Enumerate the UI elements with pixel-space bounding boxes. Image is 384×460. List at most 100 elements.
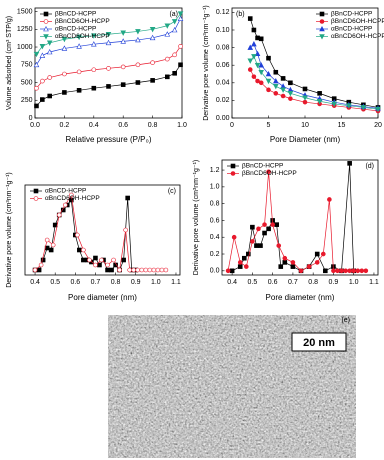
marker bbox=[276, 243, 282, 248]
marker bbox=[61, 45, 68, 51]
marker bbox=[288, 80, 293, 86]
marker bbox=[247, 16, 253, 21]
x-tick-label: 0.6 bbox=[70, 279, 80, 286]
marker bbox=[120, 64, 126, 70]
marker bbox=[139, 267, 145, 273]
y-tick-label: 0.12 bbox=[216, 9, 230, 16]
marker bbox=[298, 268, 304, 274]
x-tick-label: 1.0 bbox=[177, 122, 187, 129]
marker bbox=[280, 87, 286, 93]
marker bbox=[177, 15, 184, 21]
marker bbox=[273, 84, 279, 90]
marker bbox=[105, 262, 110, 268]
y-tick-label: 1.0 bbox=[210, 184, 220, 191]
x-tick-label: 0.8 bbox=[308, 279, 318, 286]
legend-label: αBnCD-HCPP bbox=[55, 26, 96, 33]
marker bbox=[62, 202, 68, 208]
x-tick-label: 0.0 bbox=[30, 122, 40, 129]
marker bbox=[123, 227, 128, 233]
marker bbox=[347, 161, 352, 166]
marker bbox=[91, 85, 97, 91]
marker bbox=[120, 82, 126, 87]
x-tick-label: 0.4 bbox=[89, 122, 99, 129]
marker bbox=[164, 31, 171, 37]
y-tick-label: 0.00 bbox=[216, 115, 230, 122]
y-tick-label: 0.8 bbox=[210, 200, 220, 207]
marker bbox=[150, 60, 155, 65]
marker bbox=[247, 44, 254, 50]
chart-panel: 0 5 10 15 20 0.00 0.02 0.04 0.06 0.08 0.10 0.12 Pore… bbox=[203, 5, 384, 144]
series-line bbox=[249, 55, 379, 110]
marker bbox=[335, 268, 340, 274]
marker bbox=[250, 224, 255, 230]
marker bbox=[120, 38, 126, 44]
marker bbox=[274, 222, 280, 227]
marker bbox=[159, 267, 165, 273]
x-tick-label: 20 bbox=[374, 122, 382, 129]
marker bbox=[319, 19, 325, 24]
marker bbox=[33, 51, 40, 58]
marker bbox=[306, 264, 312, 269]
x-tick-label: 0.6 bbox=[118, 122, 128, 129]
marker bbox=[317, 91, 322, 96]
marker bbox=[247, 58, 254, 64]
y-axis-title: Volume adsorbed (cm³ STP/g) bbox=[6, 16, 13, 110]
marker bbox=[241, 255, 247, 261]
marker bbox=[177, 11, 184, 17]
marker bbox=[56, 212, 62, 218]
marker bbox=[48, 247, 54, 253]
panel-label: (b) bbox=[236, 11, 245, 18]
marker bbox=[331, 268, 336, 274]
legend-label: βBnCD-HCPP bbox=[242, 163, 283, 170]
x-axis-title: Pore diameter (nm) bbox=[68, 293, 137, 302]
marker bbox=[33, 196, 39, 201]
legend-label: βBnCD6OH-HCPP bbox=[331, 18, 384, 25]
marker bbox=[266, 55, 271, 61]
x-tick-label: 0.6 bbox=[268, 279, 278, 286]
marker bbox=[50, 242, 56, 248]
marker bbox=[135, 29, 141, 35]
legend-label: βBnCD6OH-HCPP bbox=[242, 170, 297, 177]
marker bbox=[111, 257, 116, 263]
marker bbox=[99, 257, 104, 263]
marker bbox=[91, 41, 97, 47]
marker bbox=[76, 88, 82, 93]
legend-label: αBnCD-HCPP bbox=[331, 26, 372, 33]
marker bbox=[320, 251, 326, 257]
marker bbox=[254, 243, 259, 248]
marker bbox=[347, 268, 352, 274]
y-tick-label: 0.6 bbox=[210, 217, 220, 224]
y-tick-label: 0.4 bbox=[210, 234, 220, 241]
x-tick-label: 0.9 bbox=[131, 279, 141, 286]
marker bbox=[360, 105, 367, 111]
marker bbox=[81, 257, 86, 263]
marker bbox=[237, 264, 243, 269]
tem-image-panel: (e) 20 nm bbox=[108, 315, 356, 458]
marker bbox=[131, 267, 137, 273]
x-tick-label: 0.5 bbox=[248, 279, 258, 286]
marker bbox=[34, 103, 39, 109]
x-tick-label: 0.2 bbox=[60, 122, 70, 129]
marker bbox=[280, 76, 286, 81]
marker bbox=[256, 226, 261, 232]
marker bbox=[351, 268, 356, 274]
y-tick-label: 0.06 bbox=[216, 62, 230, 69]
legend-label: βBnCD6OH-HCPP bbox=[55, 18, 110, 25]
marker bbox=[302, 86, 308, 92]
marker bbox=[290, 264, 296, 269]
marker bbox=[172, 70, 177, 76]
y-tick-label: 0.0 bbox=[210, 268, 220, 275]
marker bbox=[262, 230, 267, 236]
marker bbox=[150, 78, 155, 83]
y-axis-title: Derivative pore volume (cm³nm⁻¹g⁻¹) bbox=[193, 160, 200, 276]
marker bbox=[61, 36, 68, 43]
marker bbox=[282, 260, 288, 265]
marker bbox=[34, 85, 39, 91]
marker bbox=[149, 26, 156, 33]
marker bbox=[266, 169, 271, 175]
marker bbox=[250, 239, 255, 244]
y-axis-title: Derivative pore volume (cm³nm⁻¹g⁻¹) bbox=[203, 5, 210, 121]
legend-label: βBnCD-HCPP bbox=[331, 11, 372, 18]
marker bbox=[244, 264, 249, 269]
